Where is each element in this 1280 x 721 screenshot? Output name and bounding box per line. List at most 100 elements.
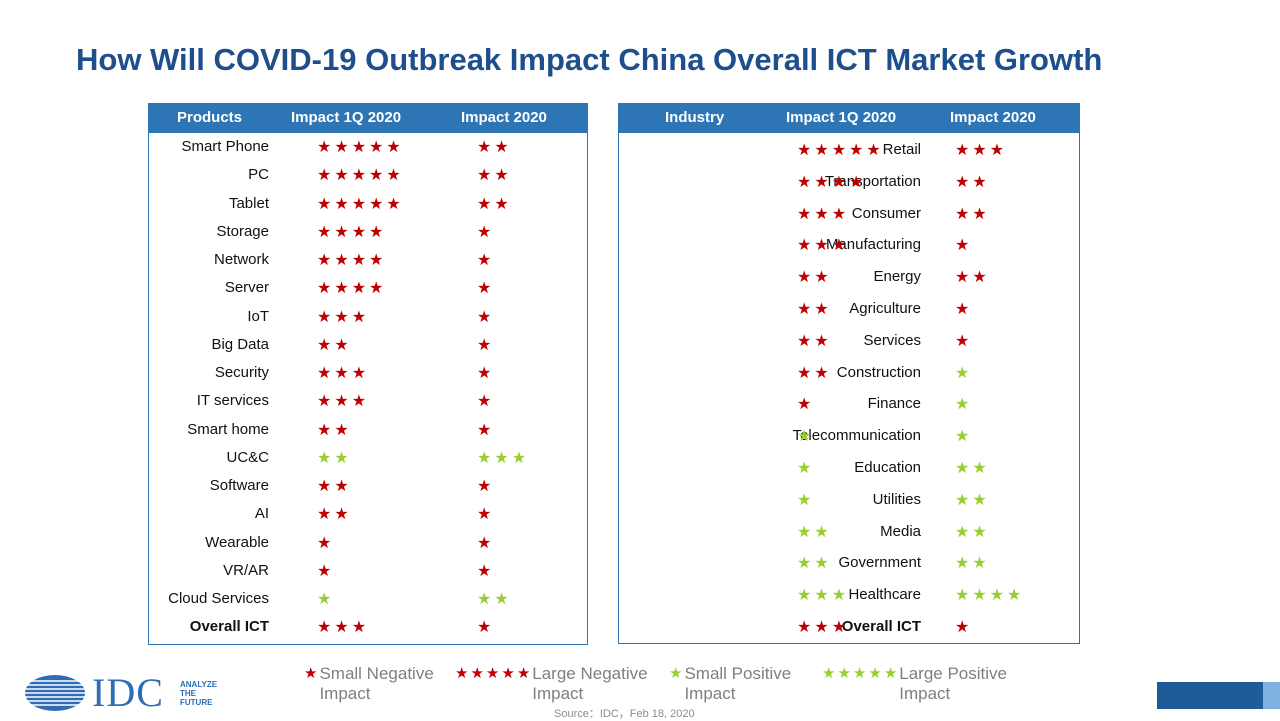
table-row: Energy ★★ ★★: [619, 267, 1079, 289]
star-icon: ★: [317, 252, 335, 269]
star-icon: ★: [317, 534, 335, 552]
star-icon: ★: [334, 365, 352, 382]
row-label: Tablet: [228, 194, 269, 212]
row-label: AI: [254, 505, 269, 523]
star-icon: ★: [317, 591, 335, 608]
impact-2020-rating: ★: [477, 476, 494, 496]
impact-2020-rating: ★: [955, 363, 972, 383]
row-label: Smart Phone: [181, 138, 269, 155]
legend-label: Large Positive Impact: [899, 664, 1007, 703]
table-row: Agriculture ★★ ★: [619, 299, 1079, 321]
star-icon: ★: [822, 665, 838, 682]
star-icon: ★: [494, 167, 512, 185]
star-icon: ★: [814, 269, 832, 287]
row-label: Smart home: [187, 420, 269, 438]
row-label: PC: [248, 166, 269, 184]
star-icon: ★: [831, 142, 850, 159]
star-icon: ★: [477, 562, 495, 580]
star-icon: ★: [852, 665, 869, 682]
impact-1q-rating: ★: [797, 490, 814, 510]
table-row: Utilities ★ ★★: [619, 490, 1079, 512]
star-icon: ★: [494, 195, 512, 213]
star-icon: ★: [814, 332, 832, 350]
star-icon: ★: [814, 301, 832, 318]
star-icon: ★: [317, 308, 335, 326]
impact-2020-rating: ★: [955, 299, 972, 319]
star-icon: ★: [797, 301, 815, 318]
table-row: Construction ★★ ★: [619, 363, 1079, 385]
star-icon: ★: [972, 205, 990, 223]
star-icon: ★: [477, 308, 495, 326]
products-table: Products Impact 1Q 2020 Impact 2020 Smar…: [148, 103, 588, 645]
star-icon: ★: [955, 460, 973, 477]
globe-icon: [24, 675, 86, 711]
row-label: UC&C: [226, 448, 269, 466]
impact-1q-rating: ★: [797, 458, 814, 478]
impact-1q-rating: ★: [317, 589, 334, 609]
impact-1q-rating: ★★: [797, 522, 832, 542]
star-icon: ★: [351, 223, 370, 241]
legend-label: Small Positive Impact: [684, 664, 792, 703]
impact-2020-rating: ★: [477, 222, 494, 242]
row-label: Server: [224, 279, 269, 297]
row-label: Storage: [216, 222, 269, 240]
star-icon: ★: [386, 195, 404, 213]
table-row: Wearable ★ ★: [149, 533, 587, 555]
star-icon: ★: [334, 506, 352, 524]
star-icon: ★: [972, 173, 990, 191]
star-icon: ★: [669, 665, 685, 682]
impact-2020-rating: ★: [477, 561, 494, 581]
legend-star-icon: ★: [669, 664, 684, 684]
impact-2020-rating: ★: [955, 617, 972, 637]
impact-2020-rating: ★: [477, 420, 494, 440]
impact-1q-rating: ★★★★: [317, 278, 386, 298]
star-icon: ★: [831, 587, 850, 605]
star-icon: ★: [866, 142, 884, 159]
impact-1q-rating: ★: [797, 426, 814, 446]
row-label: Wearable: [205, 533, 269, 551]
legend-label: Large Negative Impact: [532, 664, 648, 703]
star-icon: ★: [814, 173, 832, 191]
impact-1q-rating: ★★★: [317, 363, 369, 383]
star-icon: ★: [334, 449, 352, 467]
logo-tagline: ANALYZE THE FUTURE: [180, 680, 218, 707]
impact-2020-rating: ★★★: [477, 448, 529, 468]
star-icon: ★: [317, 195, 335, 213]
impact-1q-rating: ★★: [797, 331, 832, 351]
industry-table: Industry Impact 1Q 2020 Impact 2020 Reta…: [618, 103, 1080, 644]
impact-2020-rating: ★★: [477, 137, 512, 157]
star-icon: ★: [304, 665, 320, 682]
star-icon: ★: [955, 142, 973, 159]
products-table-header: Products Impact 1Q 2020 Impact 2020: [149, 103, 587, 133]
impact-1q-rating: ★★: [317, 335, 352, 355]
star-icon: ★: [831, 173, 850, 191]
legend-large-positive: ★★★★★Large Positive Impact: [822, 664, 1042, 704]
impact-1q-rating: ★: [797, 394, 814, 414]
star-icon: ★: [317, 421, 335, 439]
star-icon: ★: [317, 336, 335, 354]
star-icon: ★: [477, 393, 495, 411]
star-icon: ★: [955, 555, 973, 573]
row-label: Utilities: [872, 490, 921, 508]
row-label: Services: [863, 331, 921, 349]
star-icon: ★: [955, 396, 973, 414]
row-label: Construction: [836, 363, 921, 381]
star-icon: ★: [955, 173, 973, 191]
impact-2020-rating: ★: [955, 331, 972, 351]
star-icon: ★: [955, 301, 973, 318]
table-row: Manufacturing ★★★ ★: [619, 235, 1079, 257]
star-icon: ★: [494, 139, 512, 156]
star-icon: ★: [814, 523, 832, 541]
idc-logo: IDC ANALYZE THE FUTURE: [24, 670, 234, 715]
star-icon: ★: [477, 223, 495, 241]
impact-2020-rating: ★: [477, 617, 494, 637]
row-label: Telecommunication: [792, 427, 921, 445]
table-row: Government ★★ ★★: [619, 553, 1079, 575]
row-label: Manufacturing: [825, 236, 921, 254]
star-icon: ★: [972, 555, 990, 573]
legend-star-icon: ★★★★★: [455, 664, 532, 684]
column-header-impact-2020: Impact 2020: [461, 109, 547, 126]
impact-1q-rating: ★★★: [317, 617, 369, 637]
footer-accent-bar-light: [1263, 682, 1280, 709]
star-icon: ★: [814, 237, 832, 255]
